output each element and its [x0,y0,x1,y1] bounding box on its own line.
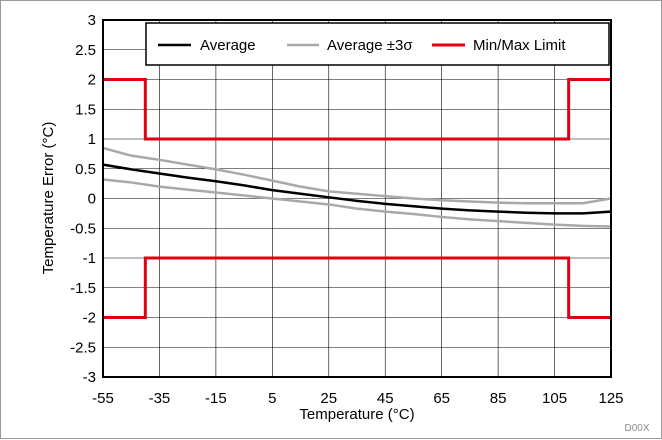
y-tick-label: -0.5 [70,220,96,237]
x-tick-label: -35 [149,390,171,407]
y-tick-label: -2 [83,310,96,327]
legend-box [145,22,610,66]
series-line-average-3-lower [102,178,612,228]
legend-label: Average ±3σ [327,37,413,54]
x-tick-label: 5 [268,390,276,407]
data-series [102,78,612,319]
y-tick-label: 0 [88,191,96,208]
y-tick-label: 1.5 [75,101,96,118]
y-tick-label: 2 [88,72,96,89]
y-tick-label: 0.5 [75,161,96,178]
plot-border [102,19,612,378]
series-line-min-max-limit-lower [103,256,611,319]
y-tick-label: 3 [88,12,96,29]
x-tick-labels: -55 -35 -15 5 25 45 65 85 105 125 [92,390,623,407]
y-tick-label: 2.5 [75,42,96,59]
x-tick-label: 65 [433,390,450,407]
series-line-average [102,163,612,215]
y-tick-label: 1 [88,131,96,148]
x-tick-label: -15 [205,390,227,407]
x-tick-label: 125 [598,390,623,407]
x-tick-label: 105 [542,390,567,407]
y-axis-label: Temperature Error (°C) [40,122,57,275]
figure-code: D00X [624,423,649,434]
series-line-average-3 [102,146,612,205]
x-tick-label: 85 [490,390,507,407]
x-tick-label: -55 [92,390,114,407]
y-tick-label: -1 [83,250,96,267]
y-tick-labels: 3 2.5 2 1.5 1 0.5 0 -0.5 -1 -1.5 -2 -2.5 -3 [70,12,96,386]
legend: Average Average ±3σ Min/Max Limit [145,22,610,66]
series-line-min-max-limit [103,78,611,141]
legend-label: Average [200,37,256,54]
y-tick-label: -3 [83,369,96,386]
y-tick-label: -2.5 [70,339,96,356]
legend-label: Min/Max Limit [473,37,566,54]
x-tick-label: 25 [320,390,337,407]
x-axis-label: Temperature (°C) [299,406,414,423]
x-tick-label: 45 [377,390,394,407]
y-tick-label: -1.5 [70,280,96,297]
